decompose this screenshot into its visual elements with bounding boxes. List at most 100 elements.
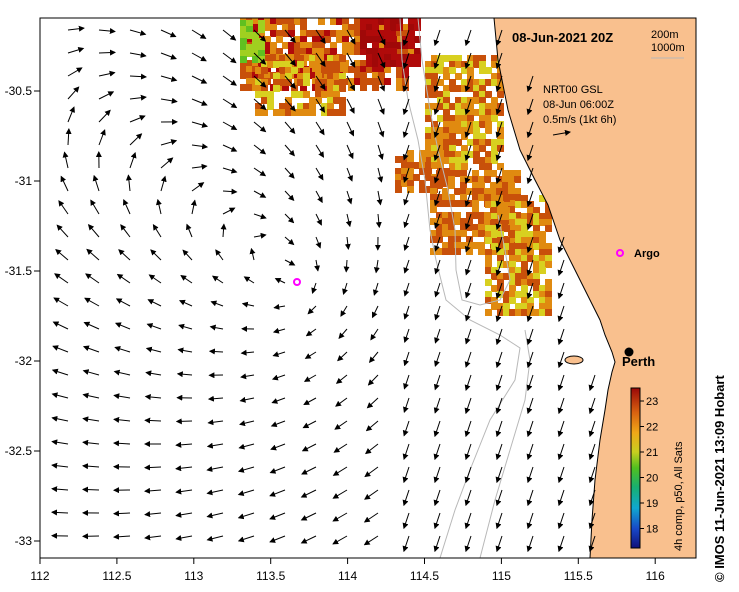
current-arrow [403,374,410,390]
current-arrow [270,420,286,428]
current-arrow [377,98,385,115]
current-arrow [51,415,69,422]
current-arrow [303,397,317,405]
current-arrow [98,109,111,123]
current-arrow [253,98,267,111]
current-arrow [98,70,116,77]
current-arrow [211,275,224,284]
current-arrow [433,190,441,207]
current-arrow [253,121,267,133]
current-arrow [51,439,69,446]
x-tick-label: 113.5 [256,569,285,583]
current-arrow [191,98,208,106]
current-arrow [206,466,224,473]
current-arrow [315,190,323,204]
current-arrow [363,512,379,523]
perth-marker [624,347,634,357]
current-arrow [284,259,296,266]
current-arrow [315,52,326,68]
current-arrow [175,535,193,541]
current-arrow [402,512,410,530]
current-arrow [302,420,317,429]
current-arrow [92,174,100,192]
current-arrow [300,489,317,498]
current-arrow [83,321,100,330]
current-arrow [237,512,255,520]
current-arrow [433,512,441,530]
current-arrow [340,305,348,317]
current-arrow [178,323,193,330]
current-arrow [67,67,83,77]
current-arrow [58,200,69,215]
current-arrow [191,29,207,39]
current-arrow [272,327,286,334]
current-arrow [125,174,132,192]
current-arrow [433,420,441,438]
current-arrow [464,259,472,276]
current-arrow [56,224,69,238]
current-arrow [433,489,441,507]
isobath-label-200m: 200m [651,29,679,41]
current-arrow [495,420,503,438]
current-arrow [307,305,317,315]
current-time: 08-Jun 06:00Z [543,99,614,111]
current-arrow [377,167,384,183]
current-arrow [113,416,131,423]
current-arrow [209,324,224,331]
current-arrow [464,535,472,553]
current-arrow [333,443,348,453]
current-arrow [98,129,106,146]
current-arrow [175,511,193,518]
current-source: NRT00 GSL [543,84,603,96]
current-arrow [526,420,534,438]
current-arrow [82,416,100,423]
current-arrow [60,175,69,192]
current-arrow [364,466,379,478]
current-arrow [588,466,596,484]
current-arrow [253,213,267,220]
x-tick-label: 116 [646,569,665,583]
current-arrow [284,144,295,157]
current-arrow [269,489,286,497]
isobath-1000m [399,18,521,558]
current-arrow [129,73,147,80]
current-arrow [433,144,441,162]
current-arrow [115,298,131,307]
current-arrow [588,420,596,438]
current-arrow [51,486,69,493]
current-arrow [129,151,137,169]
current-arrow [403,305,410,320]
argo-float-marker [293,278,301,286]
current-arrow [433,535,441,553]
current-arrow [588,443,596,461]
current-arrow [222,167,238,174]
current-arrow [464,397,472,415]
current-arrow [65,128,72,146]
current-arrow [363,535,379,546]
current-arrow [495,167,503,185]
y-tick-label: -31 [15,174,33,188]
plot-frame [39,17,697,559]
current-arrow [495,466,503,484]
current-arrow [371,305,379,319]
current-arrow [334,420,348,430]
current-arrow [284,52,296,67]
current-arrow [403,236,410,251]
current-arrow [337,351,348,362]
current-arrow [315,121,325,136]
current-arrow [464,75,472,93]
current-arrow [332,466,348,476]
current-arrow [464,512,472,530]
current-arrow [403,328,410,343]
current-arrow [495,75,503,93]
credit: © IMOS 11-Jun-2021 13:09 Hobart [712,375,727,582]
colorbar-label: 4h comp, p50, All Sats [673,441,685,551]
current-arrow [315,213,322,226]
current-arrow [588,535,596,553]
current-arrow [51,368,69,376]
current-arrow [120,224,131,238]
current-arrow [315,167,324,181]
current-arrow [82,439,100,446]
current-arrow [557,259,565,277]
current-arrow [365,443,379,455]
